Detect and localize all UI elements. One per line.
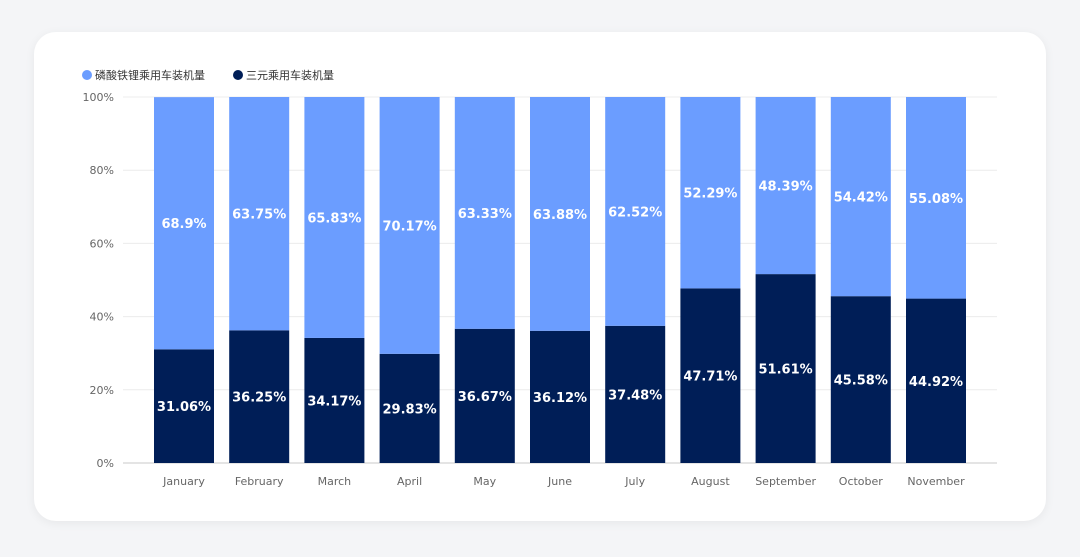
data-label-ternary: 45.58%	[834, 374, 888, 389]
bar-lfp	[605, 97, 666, 326]
bar-lfp	[454, 97, 515, 329]
bar-lfp	[379, 97, 440, 354]
bar-ternary	[906, 298, 966, 463]
x-tick-label: September	[755, 475, 816, 488]
x-tick-label: June	[547, 475, 572, 488]
bar-lfp	[830, 97, 891, 297]
x-tick-label: April	[397, 475, 422, 488]
data-label-ternary: 37.48%	[608, 388, 662, 403]
data-label-ternary: 36.25%	[232, 391, 286, 406]
data-label-ternary: 36.12%	[533, 391, 587, 406]
legend-dot-ternary	[233, 70, 243, 80]
data-label-ternary: 51.61%	[759, 363, 813, 378]
data-label-lfp: 52.29%	[683, 187, 737, 202]
bar-lfp	[229, 97, 290, 331]
bar-ternary	[379, 353, 440, 463]
x-tick-label: November	[907, 475, 965, 488]
y-tick-label: 20%	[90, 384, 114, 397]
legend-label-ternary: 三元乘用车装机量	[246, 69, 334, 82]
bar-ternary	[154, 349, 214, 463]
legend-label-lfp: 磷酸铁锂乘用车装机量	[95, 69, 205, 82]
x-tick-label: October	[839, 475, 883, 488]
data-label-ternary: 29.83%	[383, 402, 437, 417]
data-label-lfp: 63.33%	[458, 207, 512, 222]
data-label-lfp: 55.08%	[909, 192, 963, 207]
chart-legend: 磷酸铁锂乘用车装机量 三元乘用车装机量	[82, 67, 362, 83]
bar-ternary	[530, 330, 590, 463]
data-label-lfp: 65.83%	[307, 211, 361, 226]
data-label-lfp: 63.88%	[533, 208, 587, 223]
bar-lfp	[906, 97, 966, 299]
data-label-lfp: 54.42%	[834, 191, 888, 206]
bar-lfp	[304, 97, 365, 338]
x-tick-label: February	[235, 475, 284, 488]
legend-item-ternary[interactable]: 三元乘用车装机量	[233, 67, 334, 83]
y-tick-label: 80%	[90, 164, 114, 177]
x-tick-label: January	[162, 475, 205, 488]
y-tick-label: 100%	[83, 91, 114, 104]
x-tick-label: March	[318, 475, 352, 488]
data-label-lfp: 68.9%	[161, 217, 206, 232]
data-label-lfp: 70.17%	[383, 219, 437, 234]
y-tick-label: 0%	[97, 457, 114, 470]
bar-ternary	[830, 296, 891, 463]
legend-item-lfp[interactable]: 磷酸铁锂乘用车装机量	[82, 67, 205, 83]
bar-ternary	[304, 337, 365, 463]
x-tick-label: August	[691, 475, 730, 488]
data-label-ternary: 47.71%	[683, 370, 737, 385]
bar-ternary	[605, 325, 666, 463]
bar-ternary	[680, 288, 741, 463]
bar-lfp	[154, 97, 214, 350]
bar-ternary	[229, 330, 290, 463]
data-label-lfp: 62.52%	[608, 205, 662, 220]
legend-dot-lfp	[82, 70, 92, 80]
y-tick-label: 60%	[90, 237, 114, 250]
bar-lfp	[680, 97, 741, 289]
y-tick-label: 40%	[90, 311, 114, 324]
data-label-ternary: 44.92%	[909, 375, 963, 390]
data-label-lfp: 63.75%	[232, 208, 286, 223]
bar-ternary	[454, 328, 515, 463]
bar-lfp	[755, 97, 816, 275]
data-label-lfp: 48.39%	[759, 180, 813, 195]
x-tick-label: May	[473, 475, 496, 488]
bar-ternary	[755, 274, 816, 463]
data-label-ternary: 36.67%	[458, 390, 512, 405]
bar-lfp	[530, 97, 590, 331]
x-tick-label: July	[624, 475, 645, 488]
data-label-ternary: 34.17%	[307, 394, 361, 409]
data-label-ternary: 31.06%	[157, 400, 211, 415]
